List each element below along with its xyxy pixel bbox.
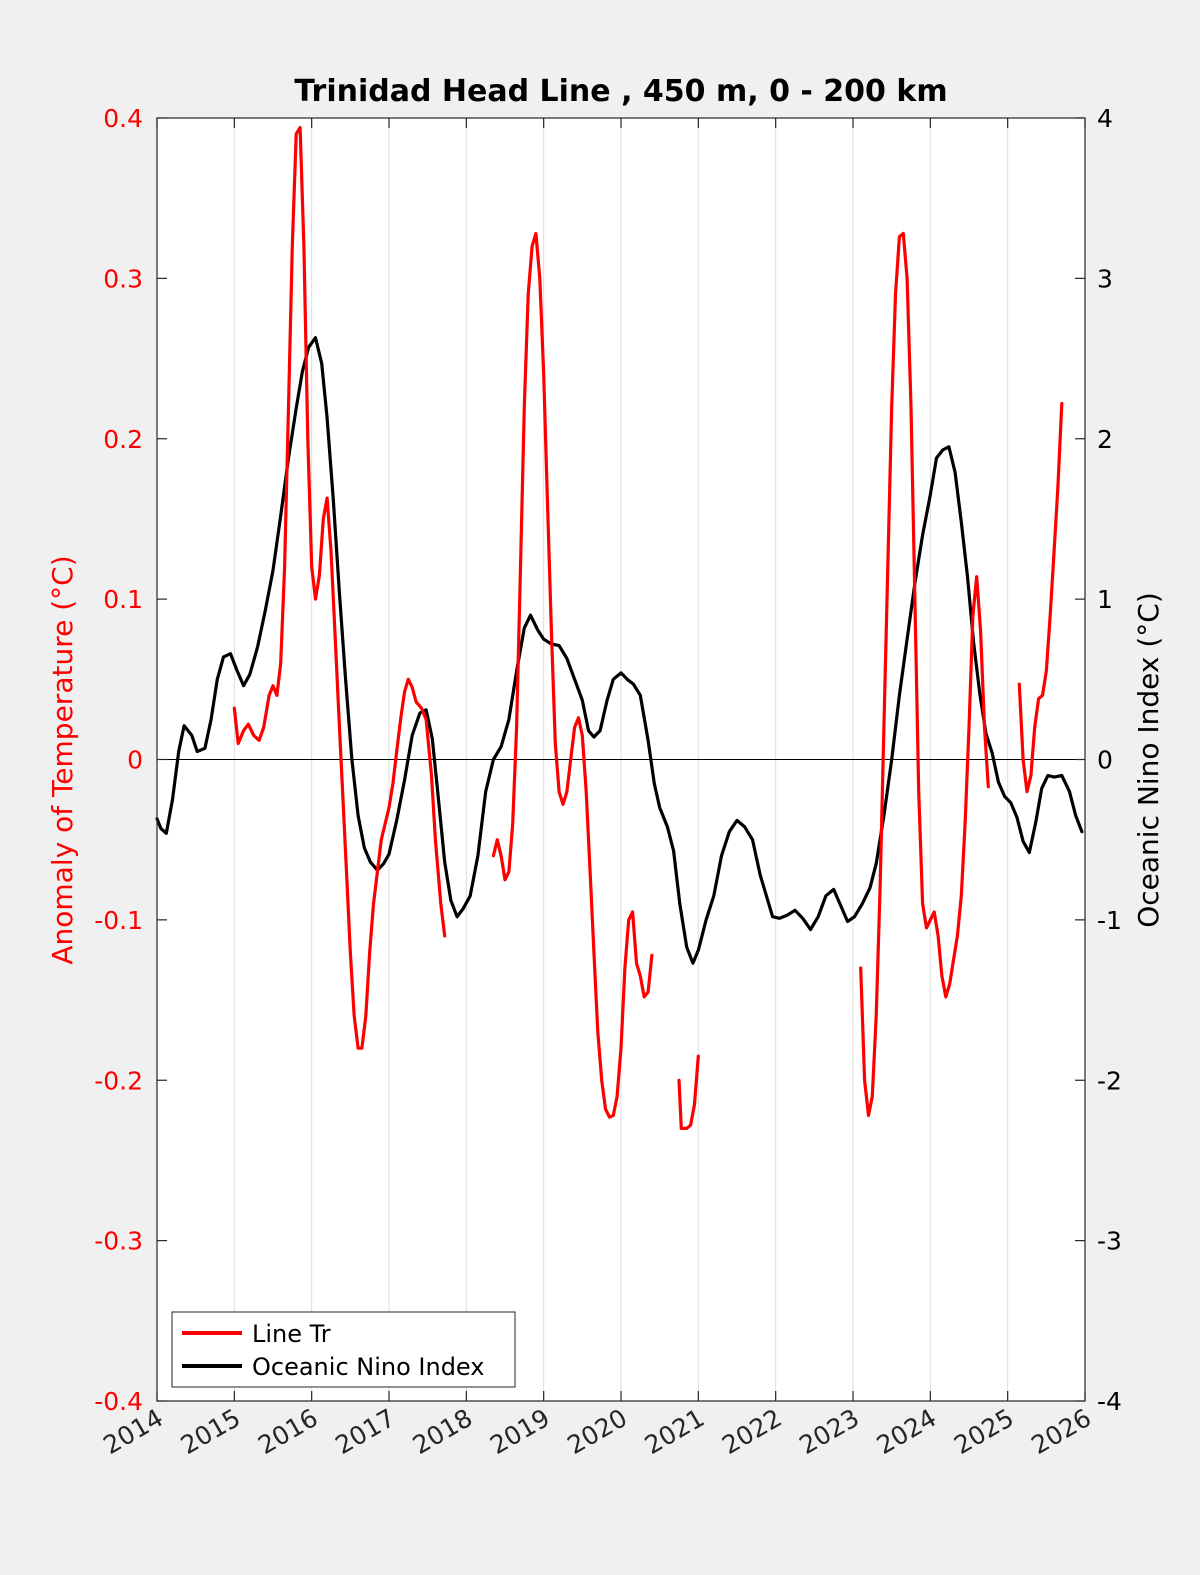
y-right-tick-label: 1	[1097, 585, 1113, 614]
y-right-tick-label: -3	[1097, 1227, 1122, 1256]
series-line-line-tr	[677, 1054, 700, 1131]
y-left-tick-label: 0.1	[103, 585, 143, 614]
y-left-tick-label: -0.4	[94, 1387, 143, 1416]
y-right-tick-label: -1	[1097, 906, 1122, 935]
y-left-tick-label: -0.2	[94, 1066, 143, 1095]
y-left-tick-label: 0	[127, 746, 143, 775]
legend: Line Tr Oceanic Nino Index	[171, 1311, 516, 1388]
y-right-tick-label: 2	[1097, 425, 1113, 454]
y-right-tick-label: -2	[1097, 1066, 1122, 1095]
y-left-tick-label: -0.3	[94, 1227, 143, 1256]
y-right-tick-label: 0	[1097, 746, 1113, 775]
y-right-tick-label: 4	[1097, 104, 1113, 133]
y-left-tick-label: 0.4	[103, 104, 143, 133]
y-left-tick-label: 0.2	[103, 425, 143, 454]
series-line-line-tr	[491, 231, 654, 1119]
y-left-tick-label: 0.3	[103, 264, 143, 293]
series-lines	[155, 125, 1084, 1131]
legend-label-oni: Oceanic Nino Index	[252, 1353, 484, 1381]
left-axis-title: Anomaly of Temperature (°C)	[46, 555, 79, 964]
series-line-line-tr	[232, 125, 447, 1050]
chart-title: Trinidad Head Line , 450 m, 0 - 200 km	[294, 74, 947, 109]
right-axis-title: Oceanic Nino Index (°C)	[1132, 592, 1165, 928]
series-line-line-tr	[1017, 401, 1064, 794]
legend-box	[171, 1311, 516, 1388]
y-right-tick-label: 3	[1097, 264, 1113, 293]
series-line-line-tr	[859, 231, 990, 1118]
y-left-tick-label: -0.1	[94, 906, 143, 935]
y-right-tick-label: -4	[1097, 1387, 1122, 1416]
legend-label-line-tr: Line Tr	[252, 1320, 331, 1348]
